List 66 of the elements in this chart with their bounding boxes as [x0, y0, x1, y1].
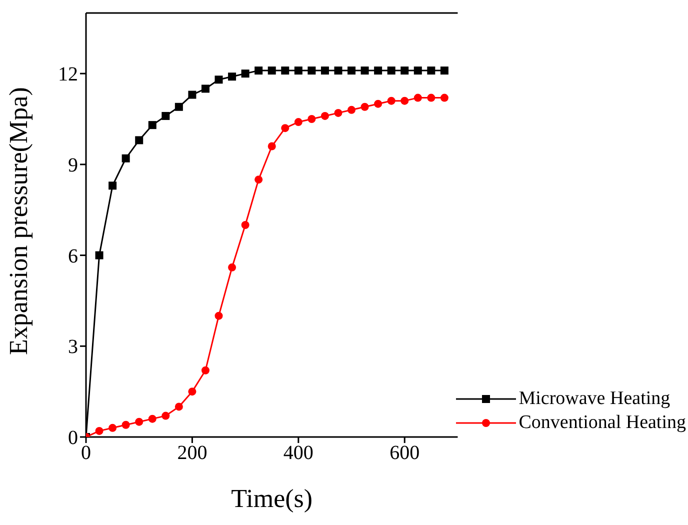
y-tick-label: 6	[68, 245, 78, 268]
point	[268, 142, 276, 150]
y-tick-label: 12	[58, 64, 78, 86]
point	[108, 182, 117, 190]
point	[360, 66, 369, 75]
point	[308, 66, 316, 75]
point	[294, 118, 302, 126]
point	[440, 94, 448, 102]
point	[135, 418, 144, 426]
y-tick-label: 9	[68, 154, 78, 177]
point	[122, 420, 130, 429]
point	[414, 66, 422, 75]
point	[308, 115, 316, 123]
y-axis-title: Expansion pressure(Mpa)	[4, 87, 34, 355]
point	[162, 112, 170, 120]
point	[188, 388, 196, 396]
x-tick-label: 200	[177, 442, 208, 464]
point	[294, 66, 302, 75]
point	[108, 424, 117, 432]
point	[374, 100, 382, 108]
point	[148, 414, 156, 423]
legend-label: Microwave Heating	[518, 387, 670, 411]
point	[281, 66, 290, 75]
point	[387, 96, 396, 105]
point	[254, 66, 263, 75]
point	[174, 402, 183, 411]
point	[95, 251, 104, 260]
point	[374, 66, 382, 75]
point	[188, 90, 196, 99]
point	[162, 412, 170, 420]
x-tick-label: 400	[283, 442, 314, 464]
point	[268, 66, 276, 75]
point	[228, 72, 236, 81]
x-axis-title: Time(s)	[231, 484, 313, 513]
point	[214, 76, 223, 84]
point	[320, 66, 329, 75]
point	[122, 154, 130, 162]
point	[400, 66, 409, 75]
point	[201, 366, 210, 374]
y-tick-label: 3	[68, 336, 78, 358]
point	[427, 94, 436, 102]
legend-label: Conventional Heating	[518, 411, 686, 435]
x-tick-label: 600	[390, 442, 420, 464]
point	[414, 94, 422, 102]
point	[254, 176, 263, 184]
point	[400, 96, 409, 105]
point	[201, 84, 210, 93]
point	[348, 66, 356, 75]
point	[281, 124, 290, 132]
point	[387, 66, 396, 75]
point	[440, 66, 448, 75]
point	[241, 70, 250, 78]
point	[135, 136, 144, 144]
y-tick-label: 0	[68, 427, 78, 450]
point	[360, 102, 369, 111]
point	[348, 106, 356, 114]
point	[241, 221, 250, 229]
point	[334, 108, 342, 117]
point	[334, 66, 342, 75]
point	[148, 121, 156, 130]
point	[214, 312, 223, 320]
point	[228, 263, 236, 272]
point	[174, 102, 183, 111]
point	[95, 426, 104, 435]
point	[427, 66, 436, 75]
point	[320, 112, 329, 120]
